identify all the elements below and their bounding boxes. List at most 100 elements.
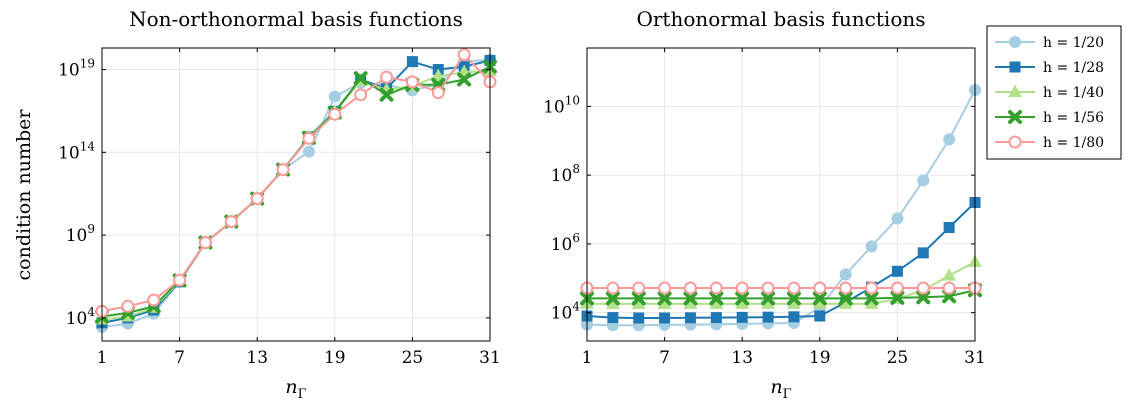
- right-y-tick-label-1: 106: [551, 231, 580, 255]
- right-series-4-point-8: [787, 281, 801, 295]
- right-series-1-point-12: [891, 265, 903, 277]
- left-series-group: [95, 48, 497, 334]
- left-series-line-4: [101, 52, 491, 313]
- right-series-0-point-12: [891, 212, 904, 225]
- right-series-1-point-14: [943, 222, 955, 234]
- right-series-4-point-11: [865, 281, 879, 295]
- right-series-4-point-7: [761, 281, 775, 295]
- legend-marker-0: [1009, 36, 1021, 48]
- left-y-tick-exp-1: 9: [87, 222, 95, 236]
- legend-label-2: h = 1/40: [1043, 85, 1104, 101]
- right-series-3-point-5: [709, 291, 724, 306]
- left-series-4-point-9: [328, 107, 342, 121]
- right-y-tick-exp-3: 10: [565, 93, 580, 107]
- right-series-3-point-4: [683, 291, 698, 306]
- right-series-3-point-12: [890, 290, 905, 305]
- left-series-4-point-3: [173, 273, 187, 287]
- right-series-1-point-13: [917, 247, 929, 259]
- right-series-3-point-2: [631, 291, 646, 306]
- left-y-tick-label-1: 109: [66, 222, 95, 246]
- left-series-4-point-12: [405, 75, 419, 89]
- legend-marker-4: [1008, 135, 1022, 149]
- legend-label-1: h = 1/28: [1043, 60, 1104, 76]
- legend-label-4: h = 1/80: [1043, 135, 1104, 151]
- right-x-tick-label-5: 31: [964, 348, 986, 368]
- left-y-tick-base-3: 10: [58, 61, 80, 81]
- right-x-tick-label-3: 19: [809, 348, 831, 368]
- right-x-tick-label-2: 13: [731, 348, 753, 368]
- left-series-2-point-13: [431, 68, 446, 82]
- left-series-line-1: [101, 59, 491, 324]
- left-y-tick-exp-0: 4: [87, 305, 95, 319]
- right-series-3-point-8: [786, 291, 801, 306]
- left-x-tick-label-4: 25: [402, 348, 424, 368]
- left-series-0-point-9: [328, 90, 341, 103]
- left-y-tick-exp-2: 14: [80, 139, 96, 153]
- right-series-1-point-8: [788, 311, 800, 323]
- left-series-3-point-11: [379, 87, 394, 102]
- right-series-line-1: [586, 201, 976, 320]
- right-series-0-point-14: [943, 133, 956, 146]
- right-y-tick-base-0: 10: [551, 304, 573, 324]
- right-series-2-point-14: [942, 268, 956, 281]
- right-series-1-point-3: [659, 312, 671, 324]
- right-chart-panel: Orthonormal basis functions nΓ 1 7 13 19 25 3…: [543, 7, 1122, 402]
- left-chart-title: Non-orthonormal basis functions: [129, 7, 463, 31]
- left-series-4-point-5: [224, 215, 238, 229]
- right-series-1-point-1: [607, 312, 619, 324]
- right-series-4-point-3: [658, 281, 672, 295]
- right-series-4-point-4: [683, 281, 697, 295]
- right-series-0-point-10: [839, 268, 852, 281]
- right-y-tick-exp-0: 4: [572, 300, 580, 314]
- left-series-3-point-10: [353, 71, 368, 86]
- right-y-tick-exp-2: 8: [572, 162, 580, 176]
- left-y-tick-label-2: 1014: [58, 139, 95, 163]
- right-x-ticks: 1 7 13 19 25 31: [582, 48, 986, 368]
- left-series-1-point-12: [406, 56, 418, 68]
- right-series-group: [580, 84, 982, 332]
- legend-label-0: h = 1/20: [1043, 35, 1104, 51]
- left-x-tick-label-3: 19: [324, 348, 346, 368]
- right-series-1-point-7: [762, 311, 774, 323]
- right-series-3-point-10: [838, 291, 853, 306]
- right-y-tick-base-1: 10: [551, 235, 573, 255]
- left-y-tick-label-0: 104: [66, 305, 96, 329]
- right-series-line-0: [586, 89, 976, 327]
- right-series-4-point-6: [735, 281, 749, 295]
- left-series-4-point-11: [380, 70, 394, 84]
- legend: h = 1/20 h = 1/28 h = 1/40 h = 1/56 h = 1/80: [986, 25, 1122, 160]
- right-x-tick-label-1: 7: [659, 348, 670, 368]
- left-series-4-point-13: [431, 86, 445, 100]
- left-series-4-point-10: [354, 88, 368, 102]
- legend-marker-3: [1008, 110, 1022, 124]
- right-y-tick-exp-1: 6: [572, 231, 580, 245]
- right-series-3-point-13: [916, 290, 931, 305]
- left-series-4-point-1: [121, 299, 135, 313]
- right-series-1-point-6: [736, 311, 748, 323]
- left-plot-frame: [101, 47, 491, 342]
- left-x-tick-label-1: 7: [174, 348, 185, 368]
- right-series-3-point-6: [735, 291, 750, 306]
- right-series-4-point-14: [942, 281, 956, 295]
- legend-marker-2: [1008, 84, 1022, 97]
- right-series-line-2: [587, 261, 976, 305]
- right-x-axis-label-sub: Γ: [783, 387, 792, 402]
- legend-label-3: h = 1/56: [1043, 110, 1104, 126]
- right-y-tick-base-2: 10: [551, 166, 573, 186]
- right-plot-frame: [586, 47, 976, 342]
- left-y-tick-label-3: 1019: [58, 57, 95, 81]
- right-x-axis-label: nΓ: [770, 376, 791, 402]
- left-series-line-2: [101, 70, 491, 321]
- right-series-3-point-1: [605, 291, 620, 306]
- left-x-ticks: 1 7 13 19 25 31: [97, 48, 501, 368]
- left-y-tick-base-1: 10: [66, 226, 88, 246]
- left-series-4-point-8: [302, 131, 316, 145]
- right-x-axis-label-base: n: [770, 376, 782, 398]
- right-series-0-point-13: [917, 174, 930, 187]
- right-x-tick-label-4: 25: [887, 348, 909, 368]
- left-series-line-3: [101, 65, 491, 318]
